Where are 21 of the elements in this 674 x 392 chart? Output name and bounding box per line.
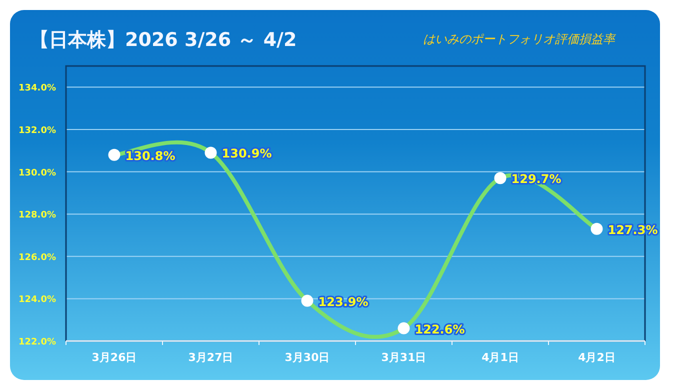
x-tick-label: 3月31日 — [381, 351, 426, 364]
chart-title: 【日本株】2026 3/26 ～ 4/2 — [30, 29, 297, 51]
x-tick-label: 4月2日 — [578, 351, 616, 364]
y-tick-label: 122.0% — [18, 338, 56, 348]
y-tick-label: 132.0% — [18, 126, 56, 136]
y-tick-label: 134.0% — [18, 84, 56, 94]
data-label: 127.3% — [608, 222, 658, 237]
data-label: 122.6% — [414, 322, 465, 336]
x-tick-label: 3月26日 — [92, 351, 137, 364]
x-tick-label: 3月30日 — [284, 351, 330, 364]
y-tick-label: 124.0% — [18, 295, 56, 306]
data-label: 130.8% — [125, 148, 176, 163]
data-label: 123.9% — [318, 294, 368, 309]
y-tick-label: 126.0% — [18, 252, 56, 263]
y-tick-label: 130.0% — [18, 168, 56, 178]
data-label: 130.9% — [222, 146, 272, 161]
y-tick-label: 128.0% — [18, 210, 56, 221]
chart-subtitle: はいみのポートフォリオ評価損益率 — [423, 32, 617, 46]
x-tick-label: 3月27日 — [188, 351, 234, 364]
data-label: 129.7% — [511, 172, 562, 186]
x-tick-label: 4月1日 — [482, 351, 519, 364]
